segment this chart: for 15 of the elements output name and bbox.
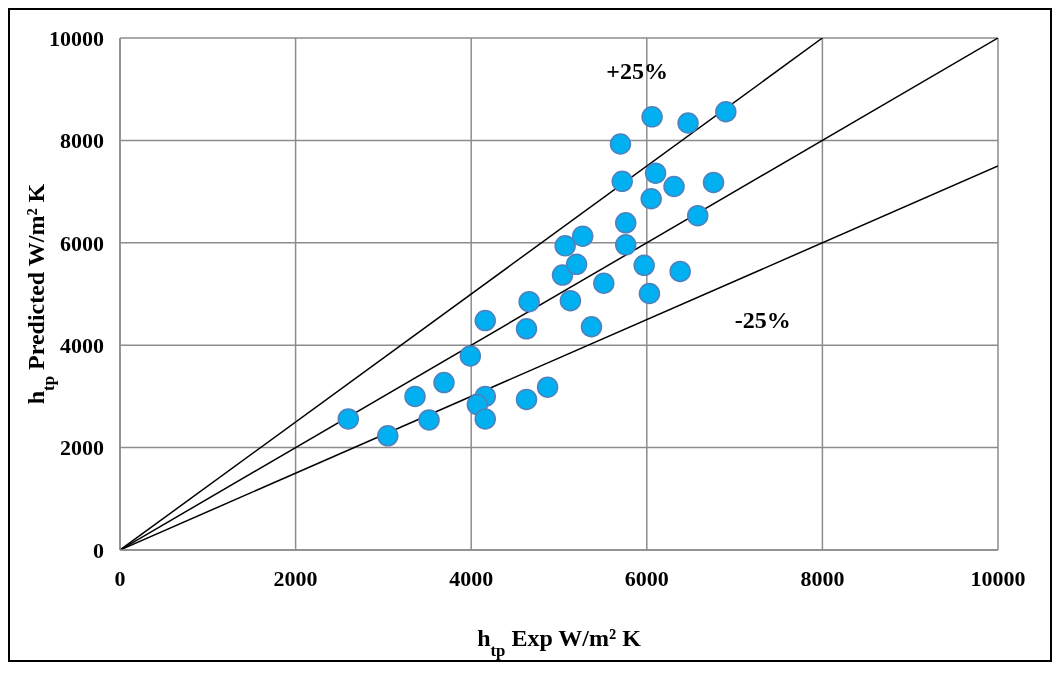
y-tick-label: 2000 <box>60 435 104 461</box>
x-tick-label: 2000 <box>273 565 318 591</box>
x-tick-label: 0 <box>114 565 126 591</box>
x-axis-title: h$_{tp}$ Exp W/m² K <box>477 625 642 660</box>
x-tick-label: 10000 <box>970 565 1026 591</box>
y-tick-label: 10000 <box>49 25 104 51</box>
x-tick-label: 4000 <box>449 565 494 591</box>
x-tick-label: 8000 <box>800 565 845 591</box>
y-tick-label: 6000 <box>60 230 104 256</box>
y-tick-label: 0 <box>93 537 104 563</box>
annotation: +25% <box>606 57 668 84</box>
x-tick-label: 6000 <box>624 565 669 591</box>
y-tick-label: 4000 <box>60 333 104 359</box>
y-tick-label: 8000 <box>60 128 104 154</box>
annotation: -25% <box>734 306 791 333</box>
